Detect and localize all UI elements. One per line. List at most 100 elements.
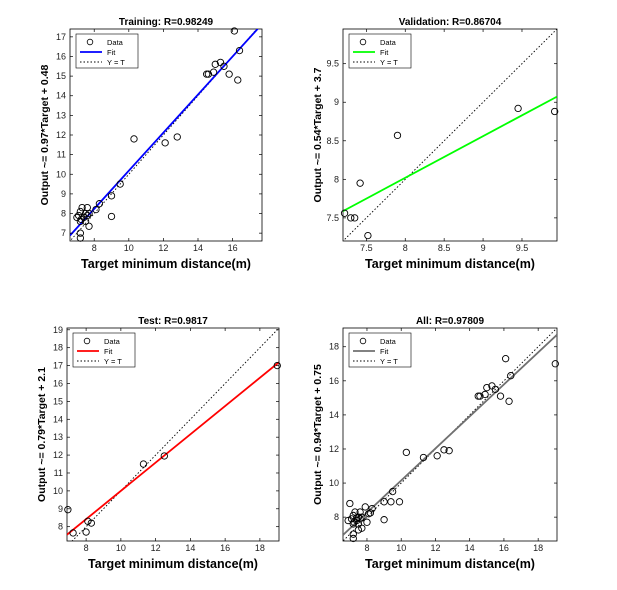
x-tick-label: 8 — [403, 243, 408, 253]
data-point — [361, 503, 369, 511]
data-point — [85, 222, 93, 230]
y-tick-label: 8 — [58, 522, 63, 532]
data-point — [204, 70, 213, 78]
y-tick-label: 10 — [56, 169, 66, 179]
x-tick-label: 10 — [396, 543, 406, 553]
legend — [348, 332, 412, 368]
data-point — [78, 203, 86, 212]
legend-entry: Data — [104, 337, 121, 346]
chart-panel-4: 8 10 12 14 16 18 8 10 12 14 16 18 All: R=0.97809 Targ… — [312, 316, 559, 571]
legend-entry: Fit — [380, 48, 389, 57]
legend — [75, 33, 139, 69]
legend-data-marker — [83, 337, 91, 345]
x-axis-label: Target minimum distance(m) — [81, 257, 251, 271]
data-point — [388, 487, 397, 496]
data-point — [353, 516, 361, 525]
y-tick-label: 18 — [53, 343, 63, 353]
legend-data-marker — [359, 337, 367, 345]
data-point — [366, 509, 375, 517]
data-point — [139, 460, 148, 468]
legend-entry: Fit — [104, 347, 113, 356]
x-tick-label: 18 — [533, 543, 543, 553]
data-point — [346, 499, 354, 508]
y-tick-label: 16 — [329, 376, 339, 386]
legend — [348, 33, 412, 69]
x-tick-label: 12 — [151, 543, 161, 553]
data-point — [81, 217, 90, 226]
data-point — [130, 135, 138, 143]
x-tick-label: 12 — [158, 243, 168, 253]
y-tick-label: 16 — [53, 378, 63, 388]
data-point — [211, 60, 219, 68]
chart-title: All: R=0.97809 — [416, 316, 485, 327]
y-axis-label: Output ~= 0.94*Target + 0.75 — [312, 364, 324, 505]
data-point — [235, 46, 244, 55]
legend — [72, 332, 136, 368]
y-tick-label: 13 — [53, 432, 63, 442]
data-point — [363, 518, 371, 526]
data-point — [116, 180, 124, 188]
y-tick-label: 19 — [53, 325, 63, 335]
data-point — [445, 447, 453, 455]
data-point — [173, 133, 181, 141]
data-point — [356, 515, 364, 523]
y-axis-label: Output ~= 0.79*Target + 2.1 — [36, 367, 48, 502]
y-tick-label: 14 — [56, 91, 66, 101]
data-point — [107, 192, 116, 200]
data-point — [551, 107, 559, 116]
legend-entry: Fit — [380, 347, 389, 356]
data-point — [76, 234, 85, 242]
y-tick-label: 13 — [56, 110, 66, 120]
data-point — [87, 519, 95, 527]
x-tick-label: 16 — [220, 543, 230, 553]
x-tick-label: 7.5 — [360, 243, 373, 253]
legend-entry: Y = T — [380, 58, 398, 67]
legend-data-marker — [359, 38, 367, 46]
data-point — [64, 506, 72, 514]
data-point — [349, 530, 357, 538]
y-tick-label: 11 — [57, 150, 66, 160]
x-tick-label: 8 — [84, 543, 89, 553]
data-point — [368, 504, 376, 513]
y-tick-label: 15 — [56, 71, 66, 81]
data-point — [507, 372, 515, 380]
y-tick-label: 9.5 — [326, 59, 339, 69]
data-point — [225, 70, 233, 78]
x-tick-label: 9 — [481, 243, 486, 253]
data-point — [501, 355, 510, 363]
x-tick-label: 8.5 — [438, 243, 451, 253]
x-axis-label: Target minimum distance(m) — [88, 557, 258, 571]
y-tick-label: 10 — [329, 478, 339, 488]
data-point — [505, 397, 513, 405]
data-point — [76, 207, 85, 216]
data-point — [349, 534, 357, 543]
y-tick-label: 16 — [56, 51, 66, 61]
legend-entry: Data — [380, 337, 397, 346]
y-axis-label: Output ~= 0.97*Target + 0.48 — [39, 64, 51, 205]
x-tick-label: 9.5 — [516, 243, 529, 253]
chart-title: Test: R=0.9817 — [138, 316, 208, 327]
data-point — [551, 360, 559, 368]
y-tick-label: 7 — [61, 228, 66, 238]
y-tick-label: 8 — [334, 174, 339, 184]
data-point — [440, 446, 448, 454]
y-tick-label: 17 — [56, 32, 66, 42]
data-point — [514, 104, 522, 113]
y-tick-label: 12 — [53, 450, 63, 460]
y-tick-label: 14 — [329, 410, 339, 420]
data-point — [387, 498, 395, 506]
fit-line — [343, 334, 557, 536]
data-point — [380, 516, 388, 524]
legend-entry: Fit — [107, 48, 116, 57]
y-tick-label: 9 — [58, 504, 63, 514]
x-tick-label: 12 — [430, 543, 440, 553]
data-point — [483, 383, 491, 392]
x-tick-label: 18 — [255, 543, 265, 553]
fit-line — [343, 95, 557, 212]
fit-line — [70, 29, 259, 237]
data-point — [481, 390, 489, 399]
legend-entry: Y = T — [380, 357, 398, 366]
x-tick-label: 10 — [124, 243, 134, 253]
x-tick-label: 16 — [228, 243, 238, 253]
